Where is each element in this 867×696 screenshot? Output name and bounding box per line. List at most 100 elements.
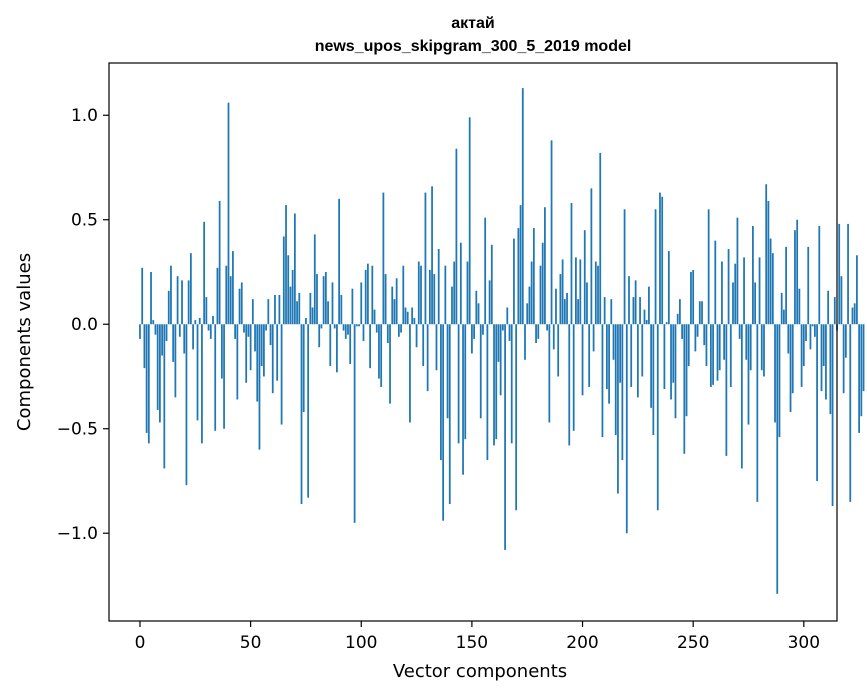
bar-57: [265, 324, 267, 331]
bar-113: [389, 324, 391, 404]
bar-244: [679, 299, 681, 325]
bar-294: [789, 324, 792, 413]
bar-0: [139, 324, 141, 339]
bar-84: [324, 271, 327, 325]
bar-199: [579, 259, 582, 325]
bar-184: [546, 324, 549, 331]
bar-141: [451, 286, 453, 325]
bar-42: [232, 251, 234, 325]
bar-134: [435, 324, 438, 371]
x-axis-ticks: 0 50 100 150 200 250 300: [135, 621, 820, 653]
bar-31: [207, 324, 210, 331]
bar-49: [247, 324, 250, 337]
bar-179: [535, 324, 537, 344]
bar-47: [243, 324, 245, 333]
bar-158: [488, 280, 491, 325]
bar-221: [628, 276, 630, 325]
bar-274: [745, 324, 748, 360]
bar-246: [683, 324, 686, 454]
chart-title-line-1: актай: [451, 15, 494, 32]
bar-133: [433, 274, 436, 325]
bar-205: [592, 324, 595, 352]
bar-106: [373, 309, 376, 325]
bar-211: [605, 324, 608, 390]
bar-27: [198, 317, 201, 325]
bar-216: [617, 324, 619, 494]
bar-88: [333, 324, 336, 329]
bar-41: [229, 276, 232, 325]
bar-319: [844, 324, 847, 358]
bar-250: [692, 269, 695, 325]
bar-180: [537, 324, 540, 339]
bar-82: [320, 324, 323, 329]
bar-298: [798, 288, 801, 325]
y-tick-label: −1.0: [57, 524, 98, 544]
bar-209: [601, 324, 604, 438]
bar-163: [499, 324, 502, 396]
bar-311: [827, 290, 830, 325]
bar-74: [302, 324, 305, 413]
bar-309: [822, 324, 825, 367]
bar-45: [238, 288, 241, 325]
bar-223: [632, 297, 635, 325]
bar-58: [267, 299, 270, 325]
x-tick-label: 200: [566, 633, 598, 653]
bar-200: [581, 324, 584, 396]
bar-36: [218, 200, 221, 325]
bar-119: [402, 265, 405, 325]
bar-150: [471, 324, 473, 354]
bar-305: [813, 324, 816, 337]
bar-114: [391, 286, 394, 325]
bar-14: [170, 265, 172, 325]
bar-61: [274, 294, 276, 325]
bar-156: [484, 217, 487, 325]
bar-230: [648, 286, 650, 325]
bar-277: [752, 226, 754, 325]
bar-55: [260, 324, 263, 367]
bar-39: [225, 265, 228, 325]
bar-171: [517, 228, 520, 325]
bar-29: [203, 221, 206, 325]
bar-17: [176, 276, 179, 325]
bar-81: [318, 324, 321, 348]
bar-324: [856, 255, 858, 325]
bar-24: [192, 324, 194, 350]
bar-264: [723, 324, 726, 360]
bar-120: [404, 307, 407, 325]
x-tick-label: 150: [456, 633, 488, 653]
bar-159: [490, 244, 493, 325]
bar-232: [652, 324, 655, 435]
bar-122: [409, 324, 411, 423]
bar-245: [681, 324, 683, 339]
bar-92: [342, 324, 345, 331]
bar-107: [375, 324, 378, 333]
bar-2: [143, 324, 146, 369]
bar-290: [780, 292, 783, 325]
bar-44: [236, 324, 239, 400]
bar-189: [557, 324, 560, 377]
bar-224: [634, 280, 637, 325]
x-axis-label: Vector components: [393, 661, 567, 682]
bar-167: [508, 324, 511, 341]
bar-157: [486, 324, 489, 461]
bar-215: [614, 324, 617, 435]
bar-60: [271, 324, 274, 394]
bar-32: [209, 324, 212, 339]
bar-197: [575, 257, 577, 325]
bar-227: [641, 324, 644, 377]
bar-5: [150, 271, 152, 325]
bar-178: [532, 228, 535, 325]
bar-35: [216, 267, 219, 325]
bar-108: [378, 324, 380, 379]
bar-152: [475, 290, 478, 325]
bar-253: [698, 301, 701, 325]
bar-89: [336, 324, 338, 373]
bar-261: [716, 324, 719, 381]
bar-238: [665, 322, 668, 325]
bar-188: [555, 288, 557, 325]
bar-233: [654, 209, 657, 325]
bar-213: [610, 299, 613, 325]
bar-165: [504, 324, 506, 550]
bar-20: [183, 324, 186, 354]
bar-154: [479, 324, 482, 419]
